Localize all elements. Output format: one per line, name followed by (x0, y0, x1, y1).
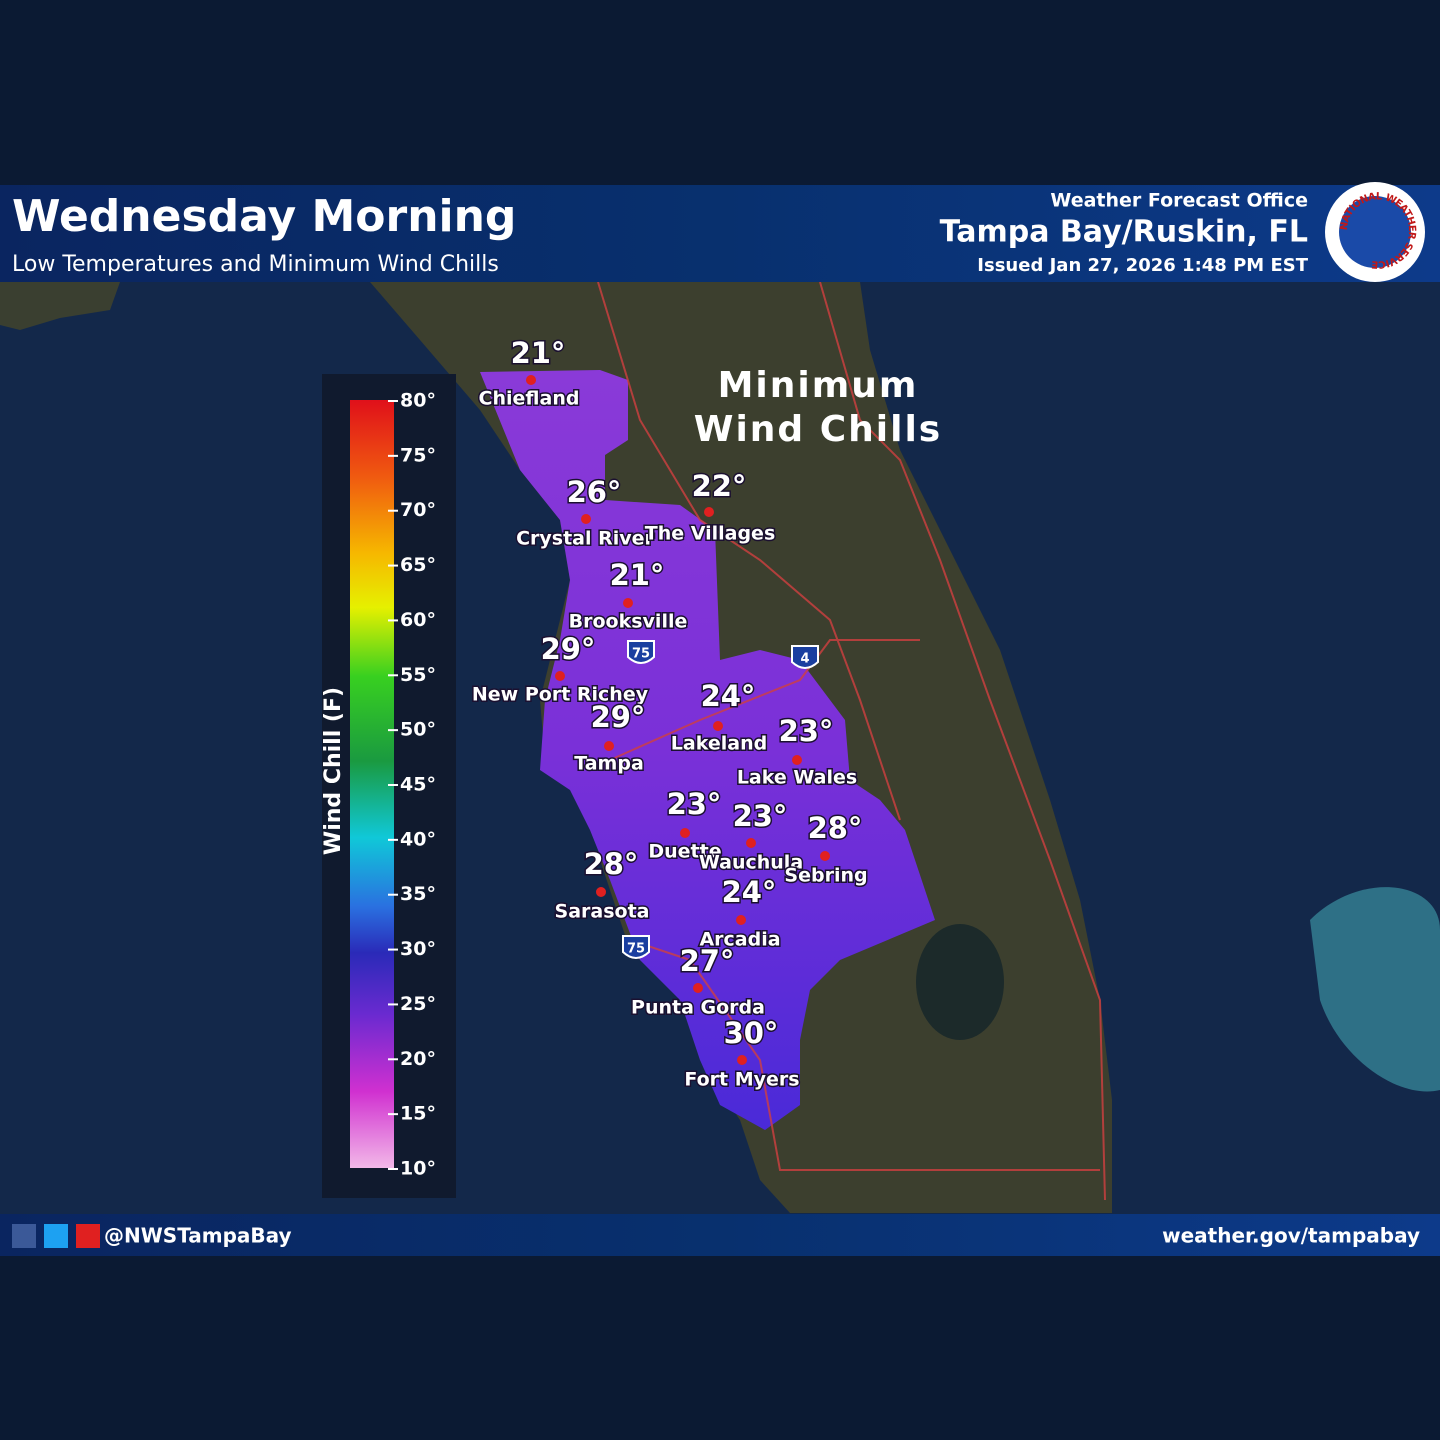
city-dot (737, 1055, 747, 1065)
legend-tick-label: 75° (400, 444, 436, 466)
legend-tick-label: 15° (400, 1103, 436, 1125)
city-dot (596, 887, 606, 897)
city-value: 29° (541, 632, 596, 666)
legend-tick-label: 60° (400, 609, 436, 631)
city-dot (792, 755, 802, 765)
city-value: 21° (610, 558, 665, 592)
city-value: 24° (722, 875, 777, 909)
city-value: 21° (511, 336, 566, 370)
city-dot (555, 671, 565, 681)
city-name: Arcadia (699, 929, 780, 951)
city-value: 24° (701, 679, 756, 713)
city-dot (746, 838, 756, 848)
city-dot (623, 598, 633, 608)
city-value: 23° (779, 714, 834, 748)
legend-tick-label: 30° (400, 938, 436, 960)
city-value: 23° (667, 787, 722, 821)
city-dot (736, 915, 746, 925)
location: Tampa Bay/Ruskin, FL (940, 215, 1308, 250)
city-name: Sebring (784, 865, 867, 887)
issued: Issued Jan 27, 2026 1:48 PM EST (977, 255, 1308, 276)
highway-number: 75 (632, 647, 650, 662)
city-value: 23° (733, 799, 788, 833)
roads (597, 281, 1106, 1201)
legend-tick-label: 80° (400, 390, 436, 412)
highway-number: 4 (800, 652, 809, 667)
city-name: Duette (648, 841, 721, 863)
url: weather.gov/tampabay (1162, 1224, 1420, 1248)
map-marks: 80° 75° 70° 65° 60° 55° 50° 45° 40° 35° 30° 25° 20° 1… (388, 335, 869, 1180)
legend-tick-label: 35° (400, 883, 436, 905)
city-name: The Villages (645, 523, 776, 545)
legend-tick-label: 45° (400, 774, 436, 796)
legend-tick-label: 70° (400, 499, 436, 521)
footer-band (0, 1214, 1440, 1256)
city-dot (693, 983, 703, 993)
subtitle: Low Temperatures and Minimum Wind Chills (12, 252, 499, 277)
facebook-icon (12, 1224, 36, 1248)
legend-tick-label: 65° (400, 554, 436, 576)
office: Weather Forecast Office (1050, 190, 1308, 212)
title: Wednesday Morning (12, 191, 516, 242)
lake-okeechobee (916, 924, 1004, 1040)
city-value: 26° (567, 475, 622, 509)
map-heading: Minimum (718, 365, 919, 406)
wind-chill-area (480, 370, 935, 1130)
city-name: Sarasota (555, 901, 650, 923)
city-name: Chiefland (479, 388, 580, 410)
legend-tick-label: 50° (400, 719, 436, 741)
legend-tick-label: 25° (400, 993, 436, 1015)
city-dot (820, 851, 830, 861)
legend-tick-label: 40° (400, 828, 436, 850)
city-name: Wauchula (699, 852, 803, 874)
city-value: 29° (591, 700, 646, 734)
legend-title: Wind Chill (F) (321, 687, 346, 855)
city-dot (680, 828, 690, 838)
highway-shield (622, 935, 650, 959)
land (0, 282, 120, 330)
city-value: 27° (680, 944, 735, 978)
youtube-icon (76, 1224, 100, 1248)
legend-tick-label: 55° (400, 664, 436, 686)
highway-number: 75 (627, 942, 645, 957)
city-value: 28° (808, 811, 863, 845)
twitter-icon (44, 1224, 68, 1248)
city-name: New Port Richey (472, 684, 649, 706)
city-value: 30° (724, 1016, 779, 1050)
logo-inner (1339, 196, 1411, 268)
highway-shield (791, 645, 819, 669)
legend-tick-label: 20° (400, 1048, 436, 1070)
header-band (0, 185, 1440, 282)
city-name: Brooksville (569, 611, 688, 633)
city-name: Crystal River (516, 528, 654, 550)
city-dot (713, 721, 723, 731)
city-dot (704, 507, 714, 517)
legend-tick-label: 10° (400, 1158, 436, 1180)
map-heading: Wind Chills (694, 409, 942, 450)
city-name: Lakeland (671, 733, 767, 755)
city-name: Punta Gorda (631, 997, 765, 1019)
highway-shield (627, 640, 655, 664)
city-dot (604, 741, 614, 751)
city-dot (526, 375, 536, 385)
bahamas-bank (1310, 887, 1440, 1092)
legend-scale (350, 400, 394, 1168)
city-name: Lake Wales (737, 767, 857, 789)
city-value: 22° (692, 469, 747, 503)
handle: @NWSTampaBay (104, 1224, 292, 1248)
city-name: Tampa (574, 753, 644, 775)
city-value: 28° (584, 847, 639, 881)
city-dot (581, 514, 591, 524)
city-name: Fort Myers (684, 1069, 799, 1091)
